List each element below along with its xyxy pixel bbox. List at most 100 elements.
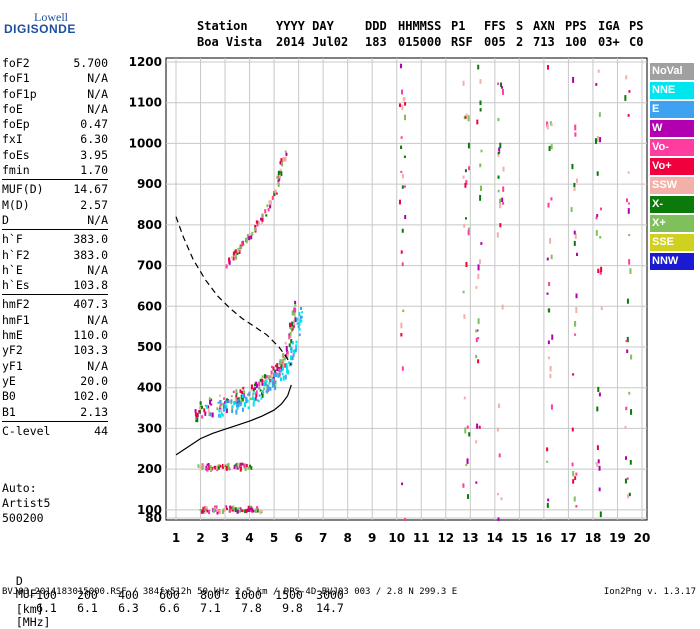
param-row: hmF2 407.3: [2, 297, 108, 312]
echo-point: [236, 249, 239, 253]
muf-value: 7.1: [200, 601, 221, 615]
noise-echo: [596, 135, 599, 142]
noise-echo: [475, 286, 478, 289]
echo-point: [227, 466, 230, 470]
echo-point: [261, 382, 264, 386]
noise-echo: [404, 102, 407, 106]
noise-echo: [630, 409, 633, 415]
noise-echo: [549, 373, 552, 379]
echo-point: [243, 402, 246, 408]
x-tick-label: 16: [536, 531, 553, 545]
x-tick-label: 7: [319, 531, 327, 545]
noise-echo: [597, 268, 600, 274]
noise-echo: [402, 309, 405, 313]
echo-point: [210, 467, 213, 472]
x-tick-label: 15: [511, 531, 528, 545]
echo-point: [279, 377, 282, 382]
noise-echo: [625, 340, 628, 343]
param-value: 383.0: [73, 247, 108, 262]
param-row: foEp 0.47: [2, 117, 108, 132]
noise-echo: [401, 89, 404, 95]
param-name: foF1: [2, 71, 30, 86]
echo-point: [288, 322, 291, 328]
noise-echo: [404, 517, 407, 522]
noise-echo: [547, 340, 550, 345]
param-name: yF1: [2, 358, 23, 373]
echo-point: [285, 363, 288, 368]
noise-echo: [497, 175, 500, 179]
noise-echo: [463, 314, 466, 319]
param-value: N/A: [87, 312, 108, 327]
noise-echo: [401, 185, 404, 189]
noise-echo: [401, 228, 404, 233]
param-row: MUF(D) 14.67: [2, 182, 108, 197]
echo-point: [286, 351, 289, 355]
echo-point: [239, 389, 242, 393]
noise-echo: [594, 138, 597, 144]
noise-echo: [624, 456, 627, 460]
echo-point: [280, 171, 283, 177]
echo-point: [251, 396, 254, 401]
noise-echo: [501, 89, 504, 95]
echo-point: [202, 464, 205, 469]
echo-point: [234, 464, 237, 467]
noise-echo: [502, 166, 505, 172]
noise-echo: [599, 137, 602, 143]
echo-point: [239, 467, 242, 472]
polarization-legend: NoVal NNE E W Vo- Vo+ SSW X- X+ SSE NNW: [650, 63, 694, 272]
echo-point: [285, 345, 288, 351]
echo-point: [282, 358, 285, 363]
plot-frame: [165, 57, 648, 521]
echo-point: [236, 509, 239, 513]
echo-point: [290, 362, 293, 366]
echo-point: [216, 465, 219, 470]
echo-point: [251, 231, 254, 236]
echo-point: [248, 464, 251, 468]
echo-point: [196, 417, 199, 423]
param-value: N/A: [87, 262, 108, 277]
echo-point: [256, 399, 259, 402]
muf-value: 14.7: [316, 601, 344, 615]
dashed-profile-curve: [175, 216, 292, 366]
echo-point: [299, 318, 302, 323]
noise-echo: [550, 123, 553, 127]
noise-echo: [630, 354, 633, 360]
echo-point: [282, 362, 285, 367]
echo-point: [247, 406, 250, 410]
echo-point: [274, 369, 277, 373]
muf-value: 6.6: [159, 601, 180, 615]
echo-point: [215, 505, 218, 509]
echo-point: [234, 249, 237, 254]
echo-point: [272, 366, 275, 371]
y-tick-label: 400: [137, 381, 162, 395]
echo-point: [207, 408, 210, 413]
param-name: fmin: [2, 163, 30, 178]
echo-point: [261, 392, 264, 398]
param-value: 3.95: [80, 147, 108, 162]
echo-point: [238, 250, 241, 255]
noise-echo: [497, 82, 500, 85]
echo-point: [298, 311, 301, 317]
echo-point: [206, 467, 209, 472]
param-row: yE 20.0: [2, 374, 108, 389]
echo-point: [261, 375, 264, 378]
param-name: D: [2, 212, 9, 227]
x-tick-labels: 1 2 3 4 5 6 7 8 9 10 11 12 13 14 15 16 17 18 19 20: [172, 531, 651, 545]
noise-echo: [403, 185, 406, 188]
param-name: hmE: [2, 328, 23, 343]
noise-echo: [401, 104, 404, 111]
echo-point: [205, 465, 208, 471]
param-value: 1.70: [80, 163, 108, 178]
noise-echo: [597, 386, 600, 392]
echo-point: [205, 506, 208, 510]
echo-point: [217, 509, 220, 514]
echo-point: [246, 237, 249, 242]
noise-echo: [496, 427, 499, 432]
echo-point: [287, 369, 290, 375]
noise-echo: [498, 453, 501, 458]
echo-point: [264, 209, 267, 214]
logo-line1: Lowell: [34, 10, 68, 24]
echo-point: [207, 405, 210, 409]
electron-density-profile: [175, 384, 292, 456]
echo-point: [234, 397, 237, 402]
